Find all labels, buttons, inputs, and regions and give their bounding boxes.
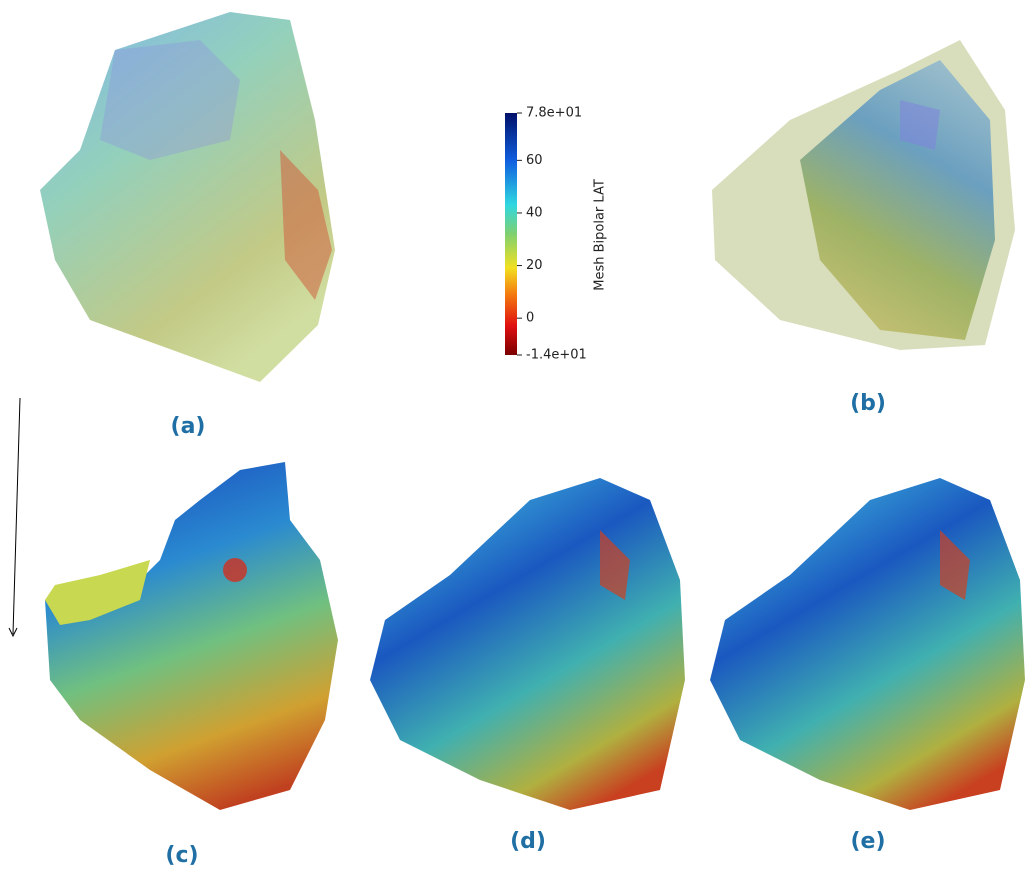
colorbar-ramp xyxy=(505,113,517,355)
panel-label: (a) xyxy=(171,414,206,439)
panel-label: (d) xyxy=(510,829,546,854)
panel-label: (c) xyxy=(165,843,198,868)
colorbar-tick-label: 0 xyxy=(526,311,534,326)
mesh-d xyxy=(370,478,685,810)
colorbar-tick-label: 40 xyxy=(526,205,543,220)
mesh-a xyxy=(40,12,335,382)
mesh-c xyxy=(45,462,338,810)
panel-label: (e) xyxy=(850,829,885,854)
colorbar-tick-label: 60 xyxy=(526,153,543,168)
colorbar: Mesh Bipolar LAT 7.8e+01 60 40 20 0 -1.4e+01 xyxy=(505,106,608,363)
mesh-e xyxy=(710,478,1025,810)
mesh-b xyxy=(712,40,1015,350)
panel-label: (b) xyxy=(850,391,886,416)
colorbar-label: Mesh Bipolar LAT xyxy=(593,179,608,291)
colorbar-tick-label: -1.4e+01 xyxy=(526,348,587,363)
colorbar-tick-label: 20 xyxy=(526,258,543,273)
arrow xyxy=(8,397,21,638)
colorbar-tick-label: 7.8e+01 xyxy=(526,106,582,121)
